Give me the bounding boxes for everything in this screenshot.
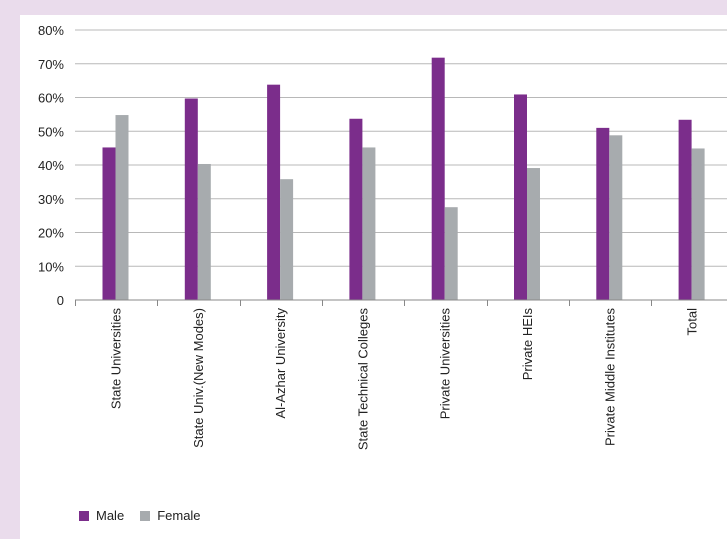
y-tick-label: 70%: [38, 57, 64, 72]
x-axis-labels: State Universities State Univ.(New Modes)…: [109, 308, 700, 451]
x-category-label: Private Universities: [438, 308, 453, 420]
bar-female-4: [444, 207, 458, 300]
bar-female-2: [280, 179, 294, 300]
bar-male-3: [349, 118, 363, 300]
x-category-label: State Univ.(New Modes): [191, 308, 206, 448]
legend-swatch: [79, 510, 89, 521]
x-category-label: Private HEIs: [520, 308, 535, 381]
legend-swatch: [140, 510, 151, 521]
x-category-label: State Universities: [109, 308, 124, 410]
bar-female-1: [197, 163, 211, 300]
x-category-label: Private Middle Institutes: [602, 308, 617, 447]
bar-male-4: [431, 57, 445, 300]
y-axis-ticks: 0 10% 20% 30% 40% 50% 60% 70% 80%: [38, 23, 64, 308]
bar-female-6: [609, 135, 623, 300]
bar-male-6: [596, 127, 610, 300]
bar-female-7: [691, 148, 705, 300]
bar-male-7: [678, 119, 692, 301]
x-category-label: State Technical Colleges: [355, 308, 370, 451]
bar-female-3: [362, 147, 376, 300]
x-category-label: Total: [685, 308, 700, 336]
bars: [102, 57, 705, 301]
bar-chart: 0 10% 20% 30% 40% 50% 60% 70% 80% State Universi…: [38, 23, 727, 451]
legend-item-female: Female: [140, 508, 201, 523]
y-tick-label: 10%: [38, 259, 64, 274]
bar-female-5: [527, 168, 540, 300]
gridlines: [75, 29, 727, 267]
bar-female-0: [115, 115, 129, 300]
y-tick-label: 30%: [38, 192, 64, 207]
legend-label: Female: [157, 508, 201, 523]
y-tick-label: 0: [57, 293, 64, 308]
legend-item-male: Male: [79, 508, 124, 523]
y-tick-label: 80%: [38, 23, 64, 38]
y-tick-label: 20%: [38, 226, 64, 241]
legend-label: Male: [96, 508, 125, 523]
x-axis: [75, 299, 727, 306]
bar-male-0: [102, 147, 116, 300]
bar-male-5: [514, 94, 527, 301]
y-tick-label: 50%: [38, 124, 64, 139]
legend: Male Female: [79, 508, 217, 523]
y-tick-label: 60%: [38, 91, 64, 106]
bar-male-2: [267, 84, 281, 300]
y-tick-label: 40%: [38, 158, 64, 173]
x-category-label: Al-Azhar University: [273, 308, 288, 419]
chart-panel: 0 10% 20% 30% 40% 50% 60% 70% 80% State Universi…: [20, 15, 727, 539]
bar-male-1: [184, 98, 198, 300]
